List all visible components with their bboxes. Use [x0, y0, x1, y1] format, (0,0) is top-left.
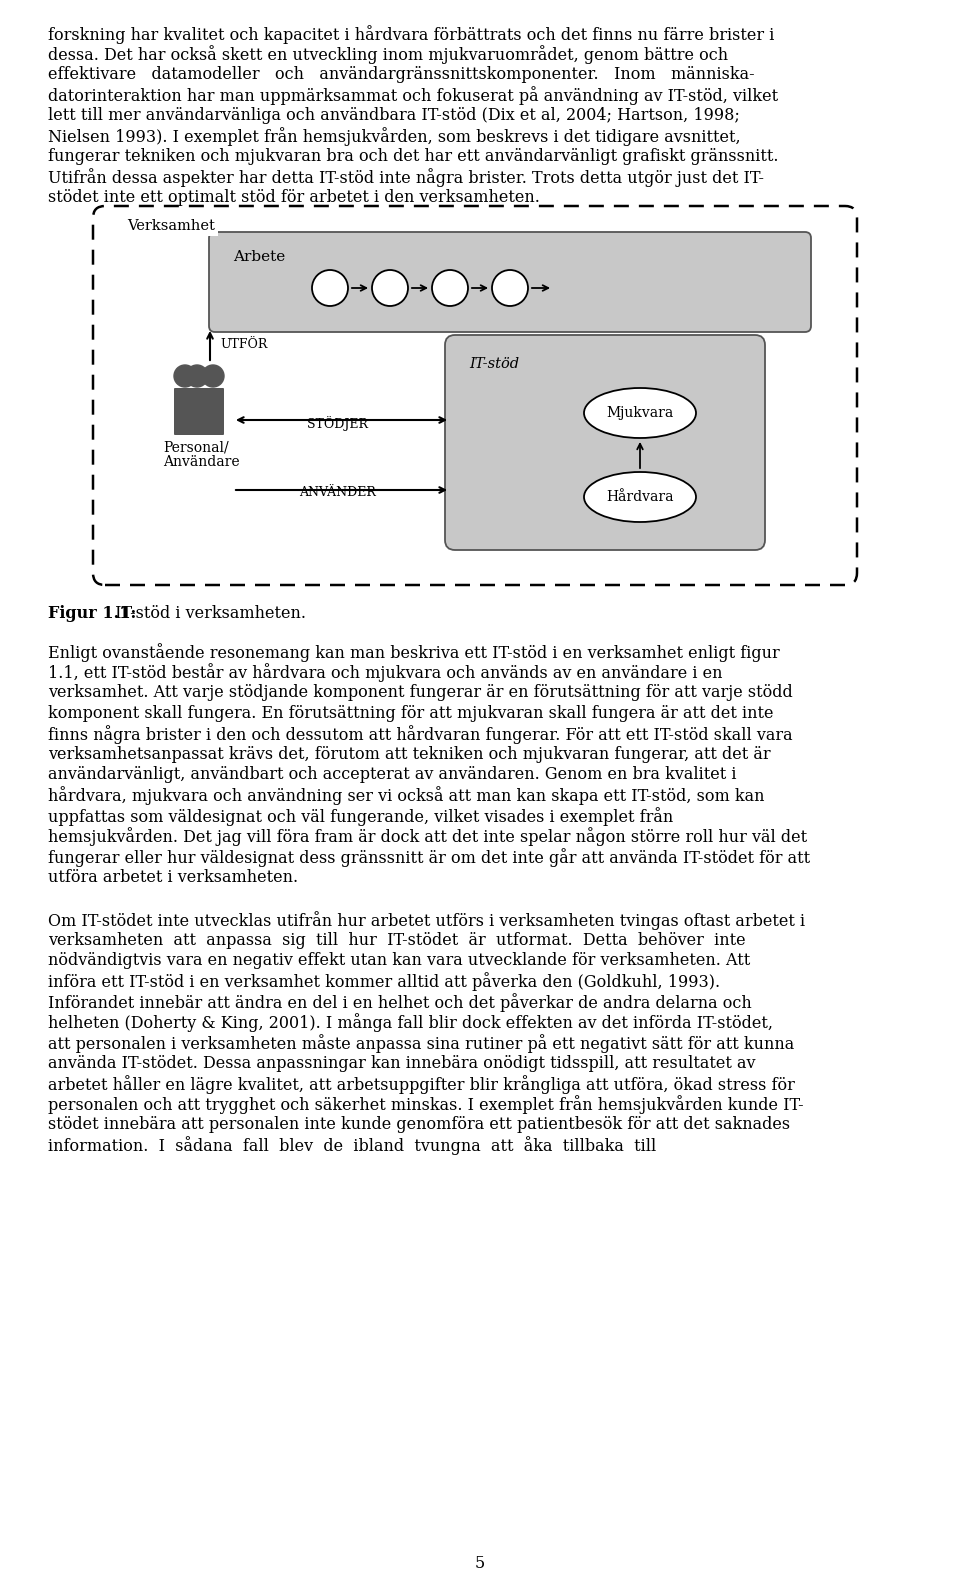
- Text: att personalen i verksamheten måste anpassa sina rutiner på ett negativt sätt fö: att personalen i verksamheten måste anpa…: [48, 1034, 794, 1053]
- FancyBboxPatch shape: [202, 388, 224, 435]
- Ellipse shape: [584, 472, 696, 522]
- Text: utföra arbetet i verksamheten.: utföra arbetet i verksamheten.: [48, 869, 299, 885]
- Text: uppfattas som väldesignat och väl fungerande, vilket visades i exemplet från: uppfattas som väldesignat och väl funger…: [48, 807, 673, 826]
- FancyBboxPatch shape: [445, 336, 765, 549]
- Text: verksamheten  att  anpassa  sig  till  hur  IT-stödet  är  utformat.  Detta  beh: verksamheten att anpassa sig till hur IT…: [48, 931, 746, 948]
- Text: stödet inte ett optimalt stöd för arbetet i den verksamheten.: stödet inte ett optimalt stöd för arbete…: [48, 188, 540, 206]
- Text: Arbete: Arbete: [233, 250, 285, 264]
- Text: ANVÄNDER: ANVÄNDER: [300, 486, 376, 499]
- Text: verksamhetsanpassat krävs det, förutom att tekniken och mjukvaran fungerar, att : verksamhetsanpassat krävs det, förutom a…: [48, 746, 771, 763]
- Text: verksamhet. Att varje stödjande komponent fungerar är en förutsättning för att v: verksamhet. Att varje stödjande komponen…: [48, 684, 793, 701]
- Text: lett till mer användarvänliga och användbara IT-stöd (Dix et al, 2004; Hartson, : lett till mer användarvänliga och använd…: [48, 108, 740, 123]
- Text: nödvändigtvis vara en negativ effekt utan kan vara utvecklande för verksamheten.: nödvändigtvis vara en negativ effekt uta…: [48, 951, 751, 969]
- Text: Figur 1.1:: Figur 1.1:: [48, 605, 136, 622]
- Text: IT-stöd i verksamheten.: IT-stöd i verksamheten.: [110, 605, 306, 622]
- Ellipse shape: [584, 388, 696, 438]
- Text: information.  I  sådana  fall  blev  de  ibland  tvungna  att  åka  tillbaka  ti: information. I sådana fall blev de iblan…: [48, 1137, 657, 1156]
- Text: hårdvara, mjukvara och användning ser vi också att man kan skapa ett IT-stöd, so: hårdvara, mjukvara och användning ser vi…: [48, 787, 764, 806]
- Circle shape: [492, 271, 528, 306]
- Text: finns några brister i den och dessutom att hårdvaran fungerar. För att ett IT-st: finns några brister i den och dessutom a…: [48, 725, 793, 744]
- Text: datorinteraktion har man uppmärksammat och fokuserat på användning av IT-stöd, v: datorinteraktion har man uppmärksammat o…: [48, 87, 779, 106]
- Text: Enligt ovanstående resonemang kan man beskriva ett IT-stöd i en verksamhet enlig: Enligt ovanstående resonemang kan man be…: [48, 643, 780, 662]
- Text: Om IT-stödet inte utvecklas utifrån hur arbetet utförs i verksamheten tvingas of: Om IT-stödet inte utvecklas utifrån hur …: [48, 910, 805, 929]
- Text: dessa. Det har också skett en utveckling inom mjukvaruområdet, genom bättre och: dessa. Det har också skett en utveckling…: [48, 46, 728, 65]
- Text: STÖDJER: STÖDJER: [306, 416, 368, 431]
- Text: helheten (Doherty & King, 2001). I många fall blir dock effekten av det införda : helheten (Doherty & King, 2001). I många…: [48, 1013, 773, 1032]
- Text: fungerar eller hur väldesignat dess gränssnitt är om det inte går att använda IT: fungerar eller hur väldesignat dess grän…: [48, 848, 810, 867]
- Text: Hårdvara: Hårdvara: [607, 491, 674, 503]
- Text: arbetet håller en lägre kvalitet, att arbetsuppgifter blir krångliga att utföra,: arbetet håller en lägre kvalitet, att ar…: [48, 1075, 795, 1094]
- Text: effektivare   datamodeller   och   användargränssnittskomponenter.   Inom   männ: effektivare datamodeller och användargrä…: [48, 66, 755, 82]
- Text: Mjukvara: Mjukvara: [607, 405, 674, 419]
- Text: Verksamhet: Verksamhet: [127, 218, 215, 233]
- Text: 1.1, ett IT-stöd består av hårdvara och mjukvara och används av en användare i e: 1.1, ett IT-stöd består av hårdvara och …: [48, 663, 723, 682]
- Circle shape: [174, 366, 196, 386]
- FancyBboxPatch shape: [186, 388, 208, 435]
- Text: forskning har kvalitet och kapacitet i hårdvara förbättrats och det finns nu fär: forskning har kvalitet och kapacitet i h…: [48, 25, 775, 44]
- Text: Användare: Användare: [163, 454, 240, 469]
- Text: användarvänligt, användbart och accepterat av användaren. Genom en bra kvalitet : användarvänligt, användbart och accepter…: [48, 766, 736, 784]
- Text: 5: 5: [475, 1555, 485, 1572]
- FancyBboxPatch shape: [174, 388, 196, 435]
- Text: Nielsen 1993). I exemplet från hemsjukvården, som beskrevs i det tidigare avsnit: Nielsen 1993). I exemplet från hemsjukvå…: [48, 128, 740, 146]
- Text: Införandet innebär att ändra en del i en helhet och det påverkar de andra delarn: Införandet innebär att ändra en del i en…: [48, 993, 752, 1012]
- Text: hemsjukvården. Det jag vill föra fram är dock att det inte spelar någon större r: hemsjukvården. Det jag vill föra fram är…: [48, 828, 807, 847]
- Text: använda IT-stödet. Dessa anpassningar kan innebära onödigt tidsspill, att result: använda IT-stödet. Dessa anpassningar ka…: [48, 1054, 756, 1072]
- Circle shape: [372, 271, 408, 306]
- Text: Utifrån dessa aspekter har detta IT-stöd inte några brister. Trots detta utgör j: Utifrån dessa aspekter har detta IT-stöd…: [48, 168, 764, 187]
- Text: Personal/: Personal/: [163, 440, 228, 454]
- Circle shape: [186, 366, 208, 386]
- Circle shape: [432, 271, 468, 306]
- Text: IT-stöd: IT-stöd: [469, 358, 519, 370]
- FancyBboxPatch shape: [209, 233, 811, 332]
- Text: stödet innebära att personalen inte kunde genomföra ett patientbesök för att det: stödet innebära att personalen inte kund…: [48, 1116, 790, 1133]
- FancyBboxPatch shape: [93, 206, 857, 586]
- Text: fungerar tekniken och mjukvaran bra och det har ett användarvänligt grafiskt grä: fungerar tekniken och mjukvaran bra och …: [48, 147, 779, 165]
- Text: UTFÖR: UTFÖR: [220, 337, 268, 350]
- Circle shape: [312, 271, 348, 306]
- Circle shape: [202, 366, 224, 386]
- Text: komponent skall fungera. En förutsättning för att mjukvaran skall fungera är att: komponent skall fungera. En förutsättnin…: [48, 704, 774, 722]
- Text: personalen och att trygghet och säkerhet minskas. I exemplet från hemsjukvården : personalen och att trygghet och säkerhet…: [48, 1095, 804, 1114]
- Text: införa ett IT-stöd i en verksamhet kommer alltid att påverka den (Goldkuhl, 1993: införa ett IT-stöd i en verksamhet komme…: [48, 972, 720, 991]
